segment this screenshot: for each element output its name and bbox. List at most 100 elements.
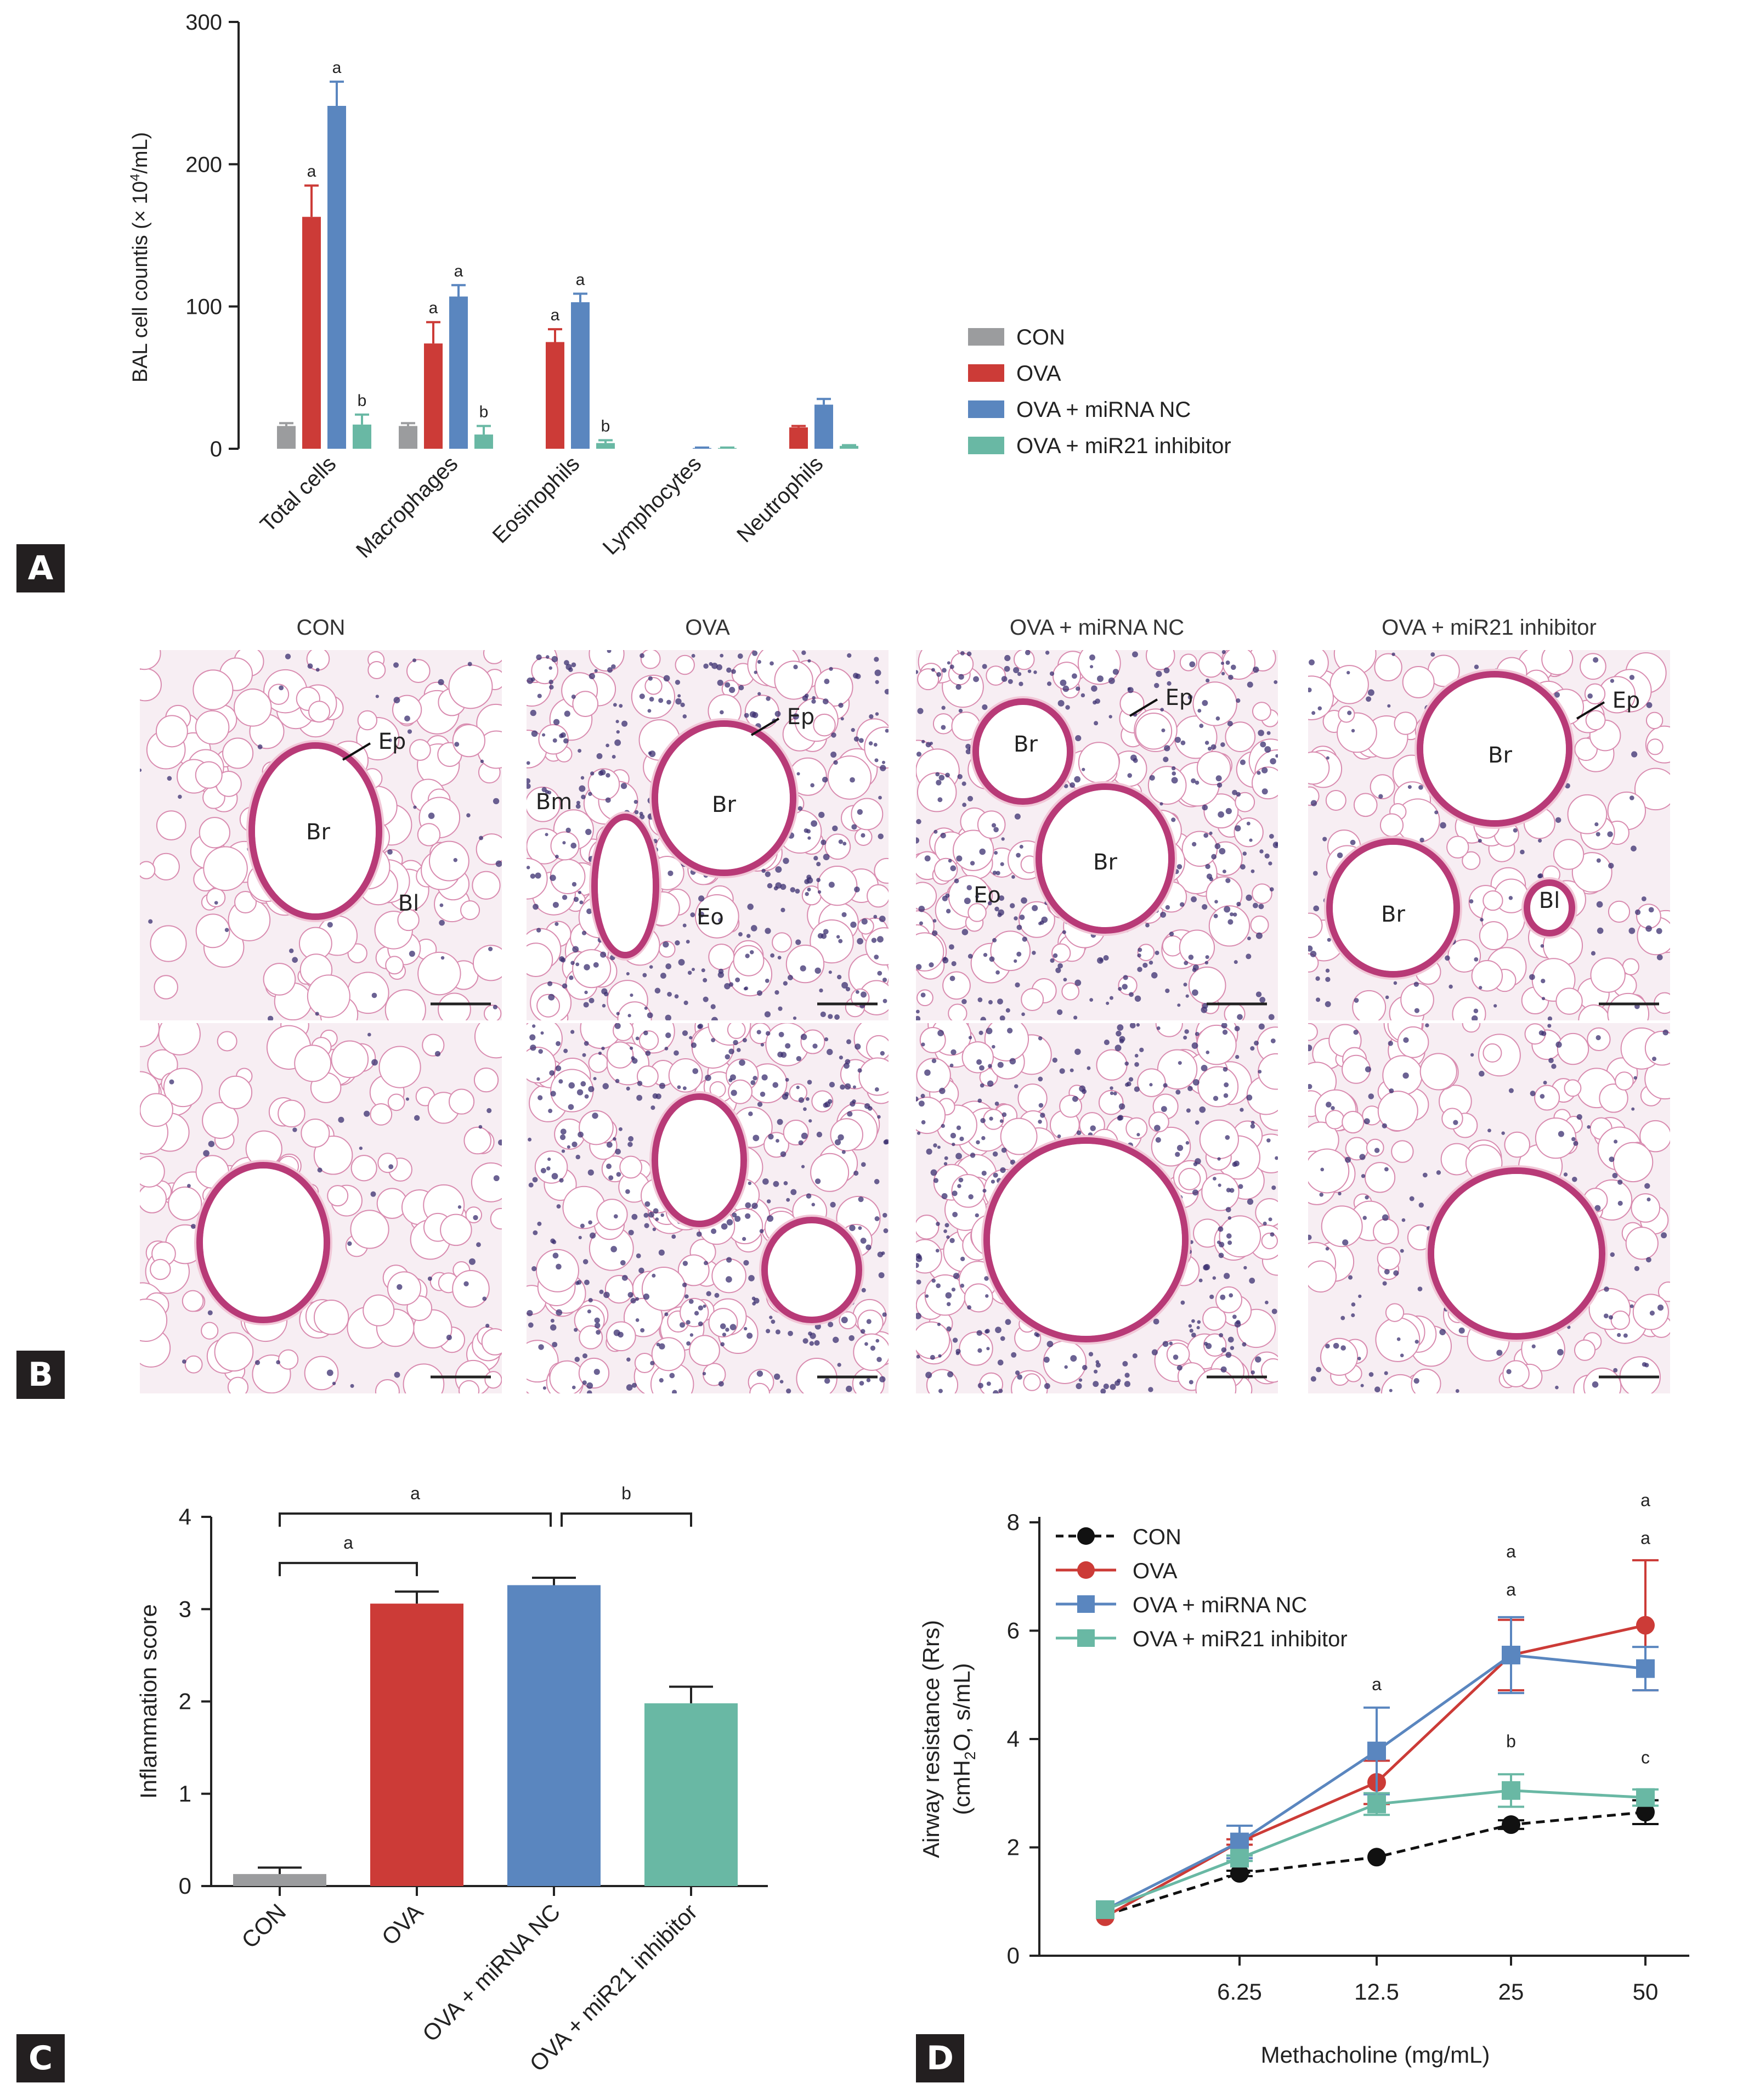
- legend-label-a: OVA + miR21 inhibitor: [1016, 434, 1231, 458]
- nucleus: [317, 1167, 322, 1173]
- marker-d: [1502, 1815, 1520, 1834]
- nucleus: [1117, 1379, 1121, 1383]
- nucleus: [1540, 944, 1544, 948]
- nucleus: [1628, 927, 1636, 934]
- bar-a: [353, 424, 371, 449]
- legend-label-a: CON: [1016, 325, 1065, 349]
- alveolus: [140, 1023, 160, 1047]
- nucleus: [559, 1134, 566, 1141]
- nucleus: [1188, 1324, 1192, 1328]
- nucleus: [1247, 936, 1251, 941]
- alveolus: [1251, 766, 1278, 800]
- nucleus: [1214, 900, 1218, 904]
- nucleus: [853, 736, 859, 742]
- nucleus: [823, 929, 829, 935]
- alveolus: [193, 669, 234, 710]
- alveolus: [1483, 890, 1503, 911]
- alveolus: [392, 695, 422, 725]
- nucleus: [916, 1009, 920, 1014]
- nucleus: [1275, 754, 1278, 758]
- nucleus: [1270, 1038, 1276, 1043]
- nucleus: [666, 699, 671, 705]
- alveolus: [1021, 988, 1044, 1012]
- nucleus: [997, 912, 1002, 917]
- nucleus: [1206, 678, 1210, 683]
- bar-a: [546, 342, 564, 449]
- nucleus: [701, 968, 705, 973]
- nucleus: [1106, 1001, 1110, 1005]
- alveolus: [199, 817, 230, 849]
- alveolus: [195, 761, 223, 789]
- sig-label-d: c: [1641, 1747, 1650, 1767]
- nucleus: [375, 695, 379, 698]
- nucleus: [868, 741, 873, 746]
- nucleus: [920, 992, 926, 998]
- legend-marker-d: [1077, 1629, 1095, 1647]
- alveolus: [1337, 712, 1377, 753]
- alveolus: [1321, 1205, 1363, 1247]
- nucleus: [1189, 1380, 1193, 1385]
- alveolus: [1125, 1117, 1148, 1139]
- nucleus: [1608, 862, 1614, 869]
- alveolus: [783, 1120, 809, 1145]
- nucleus: [540, 1167, 546, 1173]
- nucleus: [861, 1288, 866, 1292]
- alveolus: [184, 1355, 203, 1374]
- nucleus: [875, 680, 879, 684]
- nucleus: [1612, 1172, 1618, 1178]
- nucleus: [975, 894, 980, 899]
- nucleus: [1137, 967, 1142, 972]
- nucleus: [874, 1087, 879, 1092]
- nucleus: [307, 663, 313, 669]
- nucleus: [845, 1083, 851, 1090]
- nucleus: [635, 1297, 640, 1301]
- nucleus: [931, 1278, 936, 1283]
- alveolus: [689, 1335, 720, 1367]
- alveolus: [490, 1207, 502, 1230]
- nucleus: [988, 1064, 992, 1069]
- nucleus: [933, 1143, 937, 1148]
- nucleus: [1148, 1387, 1153, 1392]
- alveolus: [1557, 1032, 1589, 1065]
- nucleus: [807, 659, 811, 663]
- alveolus: [587, 768, 620, 800]
- nucleus: [575, 962, 580, 967]
- nucleus: [1017, 1374, 1023, 1380]
- alveolus: [1553, 839, 1585, 870]
- nucleus: [970, 1153, 976, 1158]
- nucleus: [720, 1342, 725, 1347]
- nucleus: [527, 761, 530, 765]
- nucleus: [1179, 902, 1185, 907]
- micrograph: [527, 1023, 889, 1393]
- nucleus: [785, 1043, 791, 1049]
- nucleus: [1548, 1058, 1554, 1063]
- nucleus: [394, 1371, 400, 1378]
- nucleus: [1205, 955, 1209, 959]
- nucleus: [943, 1162, 948, 1166]
- nucleus: [1162, 1341, 1169, 1347]
- nucleus: [1015, 982, 1020, 987]
- alveolus: [472, 871, 501, 900]
- nucleus: [983, 953, 988, 957]
- nucleus: [1070, 782, 1076, 788]
- nucleus: [438, 679, 444, 686]
- nucleus: [596, 753, 603, 759]
- nucleus: [446, 1334, 452, 1341]
- nucleus: [1008, 679, 1013, 684]
- nucleus: [1246, 1094, 1253, 1101]
- alveolus: [387, 1271, 422, 1306]
- nucleus: [796, 772, 800, 776]
- nucleus: [1265, 1300, 1269, 1305]
- nucleus: [849, 1224, 856, 1232]
- nucleus: [932, 930, 938, 936]
- alveolus: [1197, 1066, 1239, 1108]
- nucleus: [621, 720, 628, 727]
- y-tick-label-d: 2: [1007, 1834, 1020, 1860]
- alveolus: [378, 1046, 421, 1088]
- nucleus: [538, 1344, 544, 1350]
- nucleus: [1174, 737, 1181, 743]
- nucleus: [1025, 650, 1031, 656]
- nucleus: [704, 1261, 708, 1266]
- nucleus: [571, 662, 576, 668]
- nucleus: [1235, 825, 1241, 832]
